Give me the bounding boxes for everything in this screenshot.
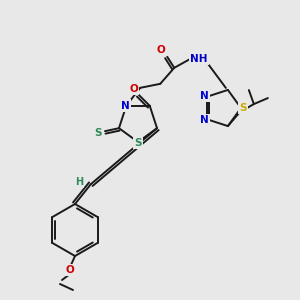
Text: O: O (157, 45, 166, 55)
Text: NH: NH (190, 54, 208, 64)
Text: N: N (200, 91, 209, 101)
Text: S: S (239, 103, 247, 113)
Text: N: N (121, 101, 130, 111)
Text: S: S (134, 138, 142, 148)
Text: N: N (200, 115, 209, 125)
Text: S: S (94, 128, 102, 138)
Text: O: O (66, 265, 74, 275)
Text: O: O (129, 84, 138, 94)
Text: H: H (75, 177, 83, 187)
